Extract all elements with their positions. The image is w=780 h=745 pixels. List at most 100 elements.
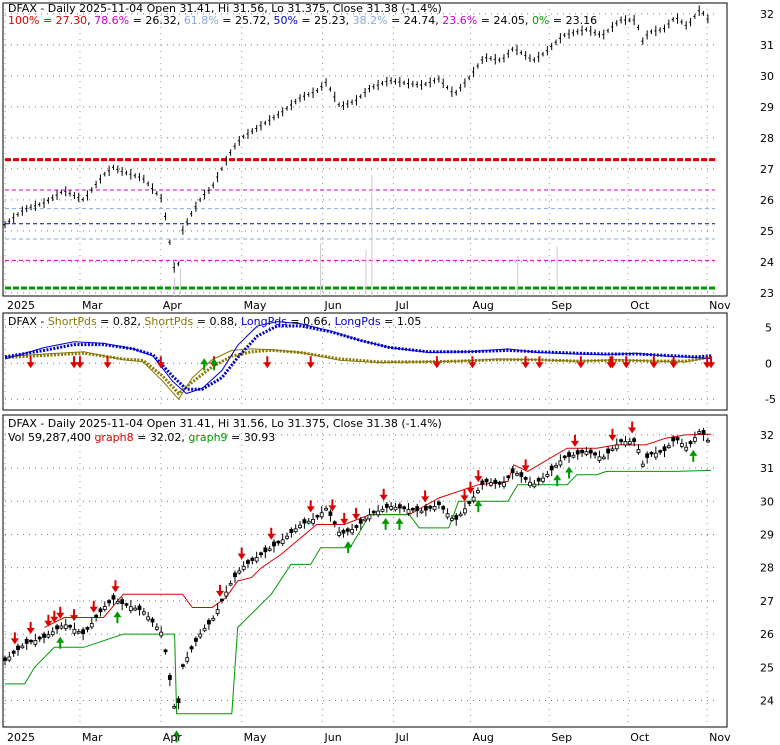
fib-legend-part: = 25.72,	[219, 14, 274, 27]
stops-candle-body	[198, 633, 203, 638]
stops-candle-body	[645, 453, 650, 458]
stops-candle-body	[476, 490, 480, 494]
price-y-tick-label: 26	[760, 194, 774, 207]
stops-candle-body	[597, 456, 602, 461]
up-arrow	[553, 474, 562, 487]
stops-legend-2-part: = 30.93	[228, 431, 276, 444]
stops-candle-body	[24, 638, 29, 644]
fib-legend: 100% = 27.30, 78.6% = 26.32, 61.8% = 25.…	[8, 14, 597, 27]
stops-candle-body	[241, 565, 246, 570]
down-arrow	[215, 584, 224, 597]
stops-candle-body	[610, 448, 615, 451]
stops-candle-body	[697, 431, 702, 434]
oscillator-legend-part: ShortPds	[48, 315, 97, 328]
stops-x-tick-label: Apr	[163, 731, 183, 744]
stops-candle-body	[445, 513, 450, 518]
stops-candle-body	[371, 510, 376, 514]
stops-candle-body	[627, 441, 632, 445]
oscillator-legend-part: = 0.66,	[287, 315, 335, 328]
oscillator-legend: DFAX - ShortPds = 0.82, ShortPds = 0.88,…	[8, 315, 421, 328]
oscillator-legend-part: = 0.88,	[193, 315, 241, 328]
stops-candle-body	[120, 599, 125, 604]
oscillator-line-shortpds	[4, 348, 712, 396]
stops-candle-body	[154, 626, 159, 630]
stops-candle-body	[150, 618, 155, 623]
stops-candle-body	[532, 483, 537, 488]
stops-candle-body	[410, 507, 415, 511]
price-x-tick-label: Aug	[472, 299, 493, 312]
fib-legend-part: 78.6%	[94, 14, 129, 27]
down-arrow	[111, 580, 120, 593]
stops-candle-body	[593, 452, 597, 456]
stops-candle-body	[510, 468, 515, 474]
up-arrow	[210, 358, 219, 371]
stops-candle-body	[649, 451, 654, 455]
price-y-tick-label: 23	[760, 287, 774, 300]
stops-candle-body	[306, 520, 311, 524]
stops-candle-body	[497, 481, 502, 485]
stops-candle-body	[68, 624, 72, 628]
stops-candle-body	[185, 657, 190, 662]
fib-legend-part: 38.2%	[353, 14, 388, 27]
stops-x-tick-label: 2025	[7, 731, 35, 744]
stops-candle-body	[94, 614, 99, 619]
stops-candle-body	[358, 519, 363, 524]
price-x-tick-label: Jul	[395, 299, 409, 312]
stops-candle-body	[423, 505, 428, 511]
stops-candle-body	[280, 539, 285, 544]
stops-candle-body	[397, 504, 402, 509]
down-arrow	[468, 356, 477, 369]
stops-candle-body	[415, 506, 420, 511]
price-legend: DFAX - Daily 2025-11-04 Open 31.41, Hi 3…	[8, 2, 442, 15]
stops-candle-body	[436, 501, 441, 506]
up-arrow	[344, 541, 353, 554]
stops-candle-body	[202, 627, 207, 632]
fib-legend-part: ,	[87, 14, 94, 27]
fib-legend-part: 50%	[273, 14, 297, 27]
oscillator-legend-part: = 0.82,	[97, 315, 145, 328]
down-arrow	[669, 356, 678, 369]
stops-candle-body	[701, 429, 706, 435]
stops-candle-body	[393, 506, 398, 511]
stops-candle-body	[606, 448, 611, 454]
stops-candle-body	[515, 473, 519, 476]
stops-legend-2-part: Vol 59,287,400	[8, 431, 94, 444]
stops-candle-body	[141, 611, 146, 615]
stops-candle-body	[632, 438, 637, 442]
price-legend-part: DFAX - Daily 2025-11-04 Open 31.41, Hi 3…	[8, 2, 442, 15]
down-arrow	[628, 421, 637, 434]
stops-legend-2-part: graph8	[94, 431, 133, 444]
price-grid	[4, 3, 715, 296]
up-arrow	[56, 636, 65, 649]
fib-legend-part: = 24.05,	[477, 14, 532, 27]
down-arrow	[328, 499, 337, 512]
price-y-tick-label: 31	[760, 39, 774, 52]
fib-levels	[5, 158, 715, 290]
stops-candle-body	[337, 531, 341, 536]
stops-candle-body	[567, 452, 571, 457]
price-x-tick-label: Nov	[709, 299, 731, 312]
stops-candle-body	[302, 519, 307, 524]
stops-candle-body	[324, 507, 328, 511]
stops-candle-body	[59, 625, 64, 629]
down-arrow	[263, 356, 272, 369]
stops-candle-body	[406, 509, 411, 514]
price-x-tick-label: Oct	[630, 299, 650, 312]
stops-candle-body	[254, 557, 259, 562]
stops-candle-body	[640, 463, 645, 467]
volume-spikes	[174, 175, 558, 296]
stops-candle-body	[363, 518, 368, 522]
price-y-tick-label: 29	[760, 101, 774, 114]
stops-candle-body	[220, 598, 224, 602]
stops-candle-body	[42, 633, 46, 638]
stops-candle-body	[480, 480, 485, 485]
stops-x-tick-label: Mar	[82, 731, 103, 744]
fib-legend-part: 100% = 27.30	[8, 14, 87, 27]
down-arrow	[340, 512, 349, 525]
stops-x-tick-label: Jul	[395, 731, 409, 744]
stops-candle-body	[102, 606, 107, 610]
oscillator-legend-part: LongPds	[241, 315, 287, 328]
down-arrow	[608, 356, 617, 369]
stops-candle-body	[502, 482, 506, 487]
stops-candle-body	[29, 639, 33, 643]
